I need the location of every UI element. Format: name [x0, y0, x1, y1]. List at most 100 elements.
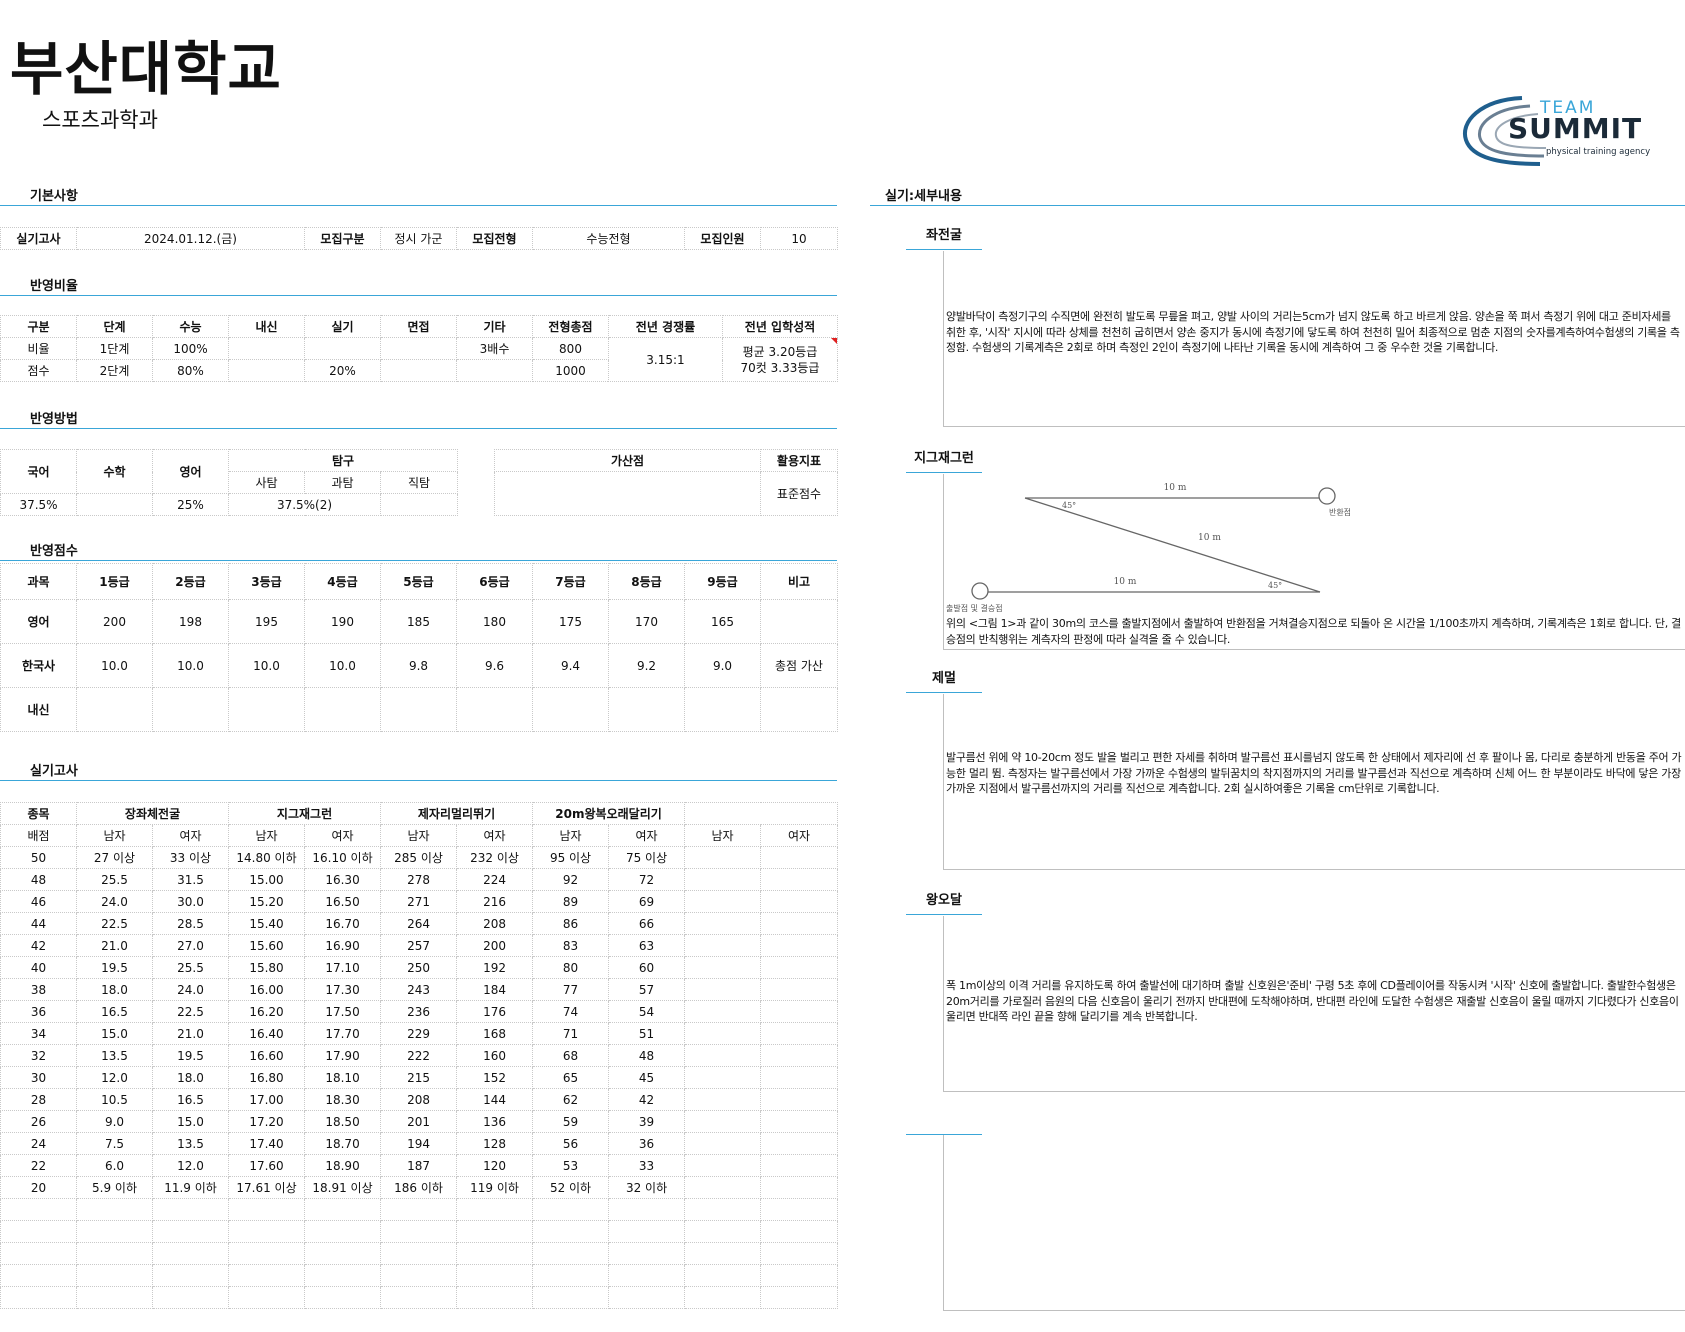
score-header: 8등급 [608, 563, 685, 600]
section-basic-title: 기본사항 [30, 189, 78, 204]
practical-event: 제자리멀리뛰기 [380, 802, 534, 825]
ratio-header: 전형총점 [532, 315, 609, 338]
bonus-table: 가산점 활용지표 표준점수 [494, 449, 838, 516]
empty-cell [608, 1198, 686, 1221]
table-row: 38 18.0 24.0 16.00 17.30 243 184 77 57 [0, 978, 839, 1001]
section-method-title: 반영방법 [30, 412, 78, 427]
practical-cell: 17.10 [304, 956, 382, 979]
empty-cell [760, 846, 839, 869]
practical-cell: 60 [608, 956, 686, 979]
empty-cell [684, 1286, 762, 1309]
practical-cell: 42 [608, 1088, 686, 1111]
practical-cell: 6.0 [76, 1154, 153, 1177]
practical-cell: 69 [608, 890, 686, 913]
score-body: 영어 200 198 195 190 185 180 175 170 165 한국사 10.0 10.0… [0, 599, 838, 732]
ratio-row1-etc: 3배수 [456, 337, 533, 360]
empty-cell [228, 1264, 306, 1287]
empty-cell [760, 1088, 839, 1111]
bonus-label: 가산점 [494, 449, 761, 472]
practical-cell: 16.60 [228, 1044, 306, 1067]
empty-cell [760, 1286, 839, 1309]
practical-points: 32 [0, 1044, 77, 1067]
practical-cell: 119 이하 [456, 1176, 534, 1199]
practical-cell: 271 [380, 890, 458, 913]
zigzag-turn-label: 반환점 [1329, 507, 1351, 517]
practical-cell: 71 [532, 1022, 610, 1045]
ratio-header: 면접 [380, 315, 457, 338]
recruit-track-value: 수능전형 [532, 227, 685, 250]
score-row-label: 한국사 [0, 643, 77, 688]
empty-cell [684, 1066, 762, 1089]
empty-cell [151, 1220, 230, 1243]
practical-cell: 229 [380, 1022, 458, 1045]
practical-cell: 200 [456, 934, 534, 957]
table-row: 34 15.0 21.0 16.40 17.70 229 168 71 51 [0, 1022, 839, 1045]
table-row: 24 7.5 13.5 17.40 18.70 194 128 56 36 [0, 1132, 839, 1155]
empty-row [0, 1220, 839, 1243]
practical-points: 34 [0, 1022, 77, 1045]
ratio-header: 전년 경쟁률 [608, 315, 723, 338]
practical-cell: 63 [608, 934, 686, 957]
ratio-competition: 3.15:1 [608, 337, 723, 382]
practical-cell: 18.0 [76, 978, 153, 1001]
method-korean: 국어 [0, 449, 77, 494]
score-header: 3등급 [228, 563, 305, 600]
university-title: 부산대학교 [10, 35, 282, 103]
empty-cell [760, 868, 839, 891]
empty-cell [684, 1220, 762, 1243]
practical-cell: 89 [532, 890, 610, 913]
practical-cell: 16.70 [304, 912, 382, 935]
practical-cell: 16.50 [304, 890, 382, 913]
practical-cell: 17.00 [228, 1088, 306, 1111]
score-cell: 200 [76, 599, 153, 644]
table-row: 46 24.0 30.0 15.20 16.50 271 216 89 69 [0, 890, 839, 913]
empty-cell [76, 1286, 153, 1309]
empty-cell [760, 978, 839, 1001]
ratio-row2-silgi: 20% [304, 359, 381, 382]
empty-cell [760, 1110, 839, 1133]
index-label: 활용지표 [760, 449, 838, 472]
score-cell: 10.0 [76, 643, 153, 688]
practical-cell: 17.70 [304, 1022, 382, 1045]
ratio-admission-grade: 평균 3.20등급 70컷 3.33등급 [722, 337, 838, 382]
score-cell [456, 687, 533, 732]
ratio-header: 전년 입학성적 [722, 315, 838, 338]
practical-points: 22 [0, 1154, 77, 1177]
ratio-grade-average: 평균 3.20등급 [742, 344, 818, 359]
practical-points: 44 [0, 912, 77, 935]
empty-cell [76, 1264, 153, 1287]
logo-line3: physical training agency [1546, 147, 1650, 157]
practical-cell: 194 [380, 1132, 458, 1155]
empty-cell [684, 978, 762, 1001]
practical-cell: 32 이하 [608, 1176, 686, 1199]
empty-cell [684, 1000, 762, 1023]
method-vocational: 직탐 [380, 471, 458, 494]
practical-cell: 16.00 [228, 978, 306, 1001]
practical-points: 50 [0, 846, 77, 869]
empty-cell [684, 1132, 762, 1155]
score-cell [608, 687, 685, 732]
score-header: 4등급 [304, 563, 381, 600]
table-row: 28 10.5 16.5 17.00 18.30 208 144 62 42 [0, 1088, 839, 1111]
zigzag-dist-bottom: 10 m [1114, 577, 1137, 587]
recruit-type-value: 정시 가군 [380, 227, 457, 250]
practical-cell: 21.0 [76, 934, 153, 957]
team-summit-logo: TEAM SUMMIT physical training agency [1462, 96, 1650, 166]
empty-cell [76, 1198, 153, 1221]
score-cell: 180 [456, 599, 533, 644]
practical-cell: 86 [532, 912, 610, 935]
practical-points-label: 배점 [0, 824, 77, 847]
practical-cell: 16.30 [304, 868, 382, 891]
empty-cell [456, 1220, 534, 1243]
section-basic: 기본사항 [0, 180, 837, 206]
score-cell [760, 599, 838, 644]
empty-cell [760, 1242, 839, 1265]
logo-line2: SUMMIT [1508, 112, 1642, 145]
practical-cell: 83 [532, 934, 610, 957]
score-row-label: 내신 [0, 687, 77, 732]
detail-long-jump-text: 발구름선 위에 약 10-20cm 정도 발을 벌리고 편한 자세를 취하며 발… [946, 751, 1682, 795]
score-cell: 9.2 [608, 643, 685, 688]
empty-cell [760, 1022, 839, 1045]
ratio-row2-etc [456, 359, 533, 382]
practical-cell: 15.80 [228, 956, 306, 979]
